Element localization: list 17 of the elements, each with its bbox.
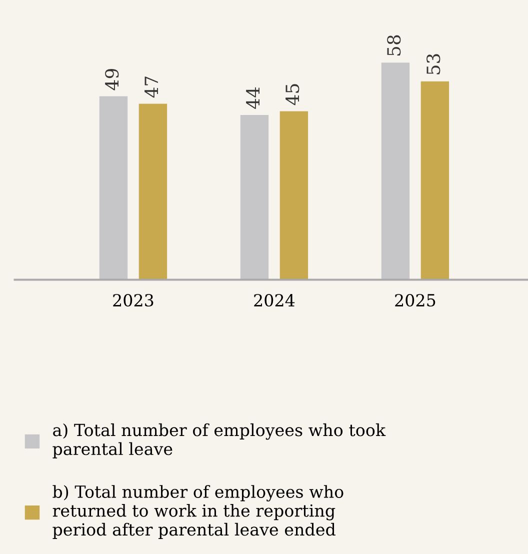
bar <box>240 115 269 280</box>
bar <box>280 111 308 280</box>
data-label: 44 <box>246 87 260 109</box>
data-label: 58 <box>387 35 401 56</box>
x-tick-label: 2023 <box>113 294 154 307</box>
bar <box>138 104 168 280</box>
data-label: 53 <box>426 54 440 74</box>
data-label: 47 <box>144 76 158 98</box>
bar <box>99 96 128 280</box>
data-label: 49 <box>105 68 119 90</box>
legend-label: a) Total number of employees who took parental leave <box>52 423 386 458</box>
legend-label: b) Total number of employees who returned to work in the reporting period after parental leave ended <box>52 485 344 539</box>
bar <box>381 62 410 280</box>
x-tick-label: 2024 <box>254 294 295 307</box>
bar <box>420 81 450 280</box>
data-label: 45 <box>286 84 300 106</box>
x-tick-label: 2025 <box>395 294 436 307</box>
